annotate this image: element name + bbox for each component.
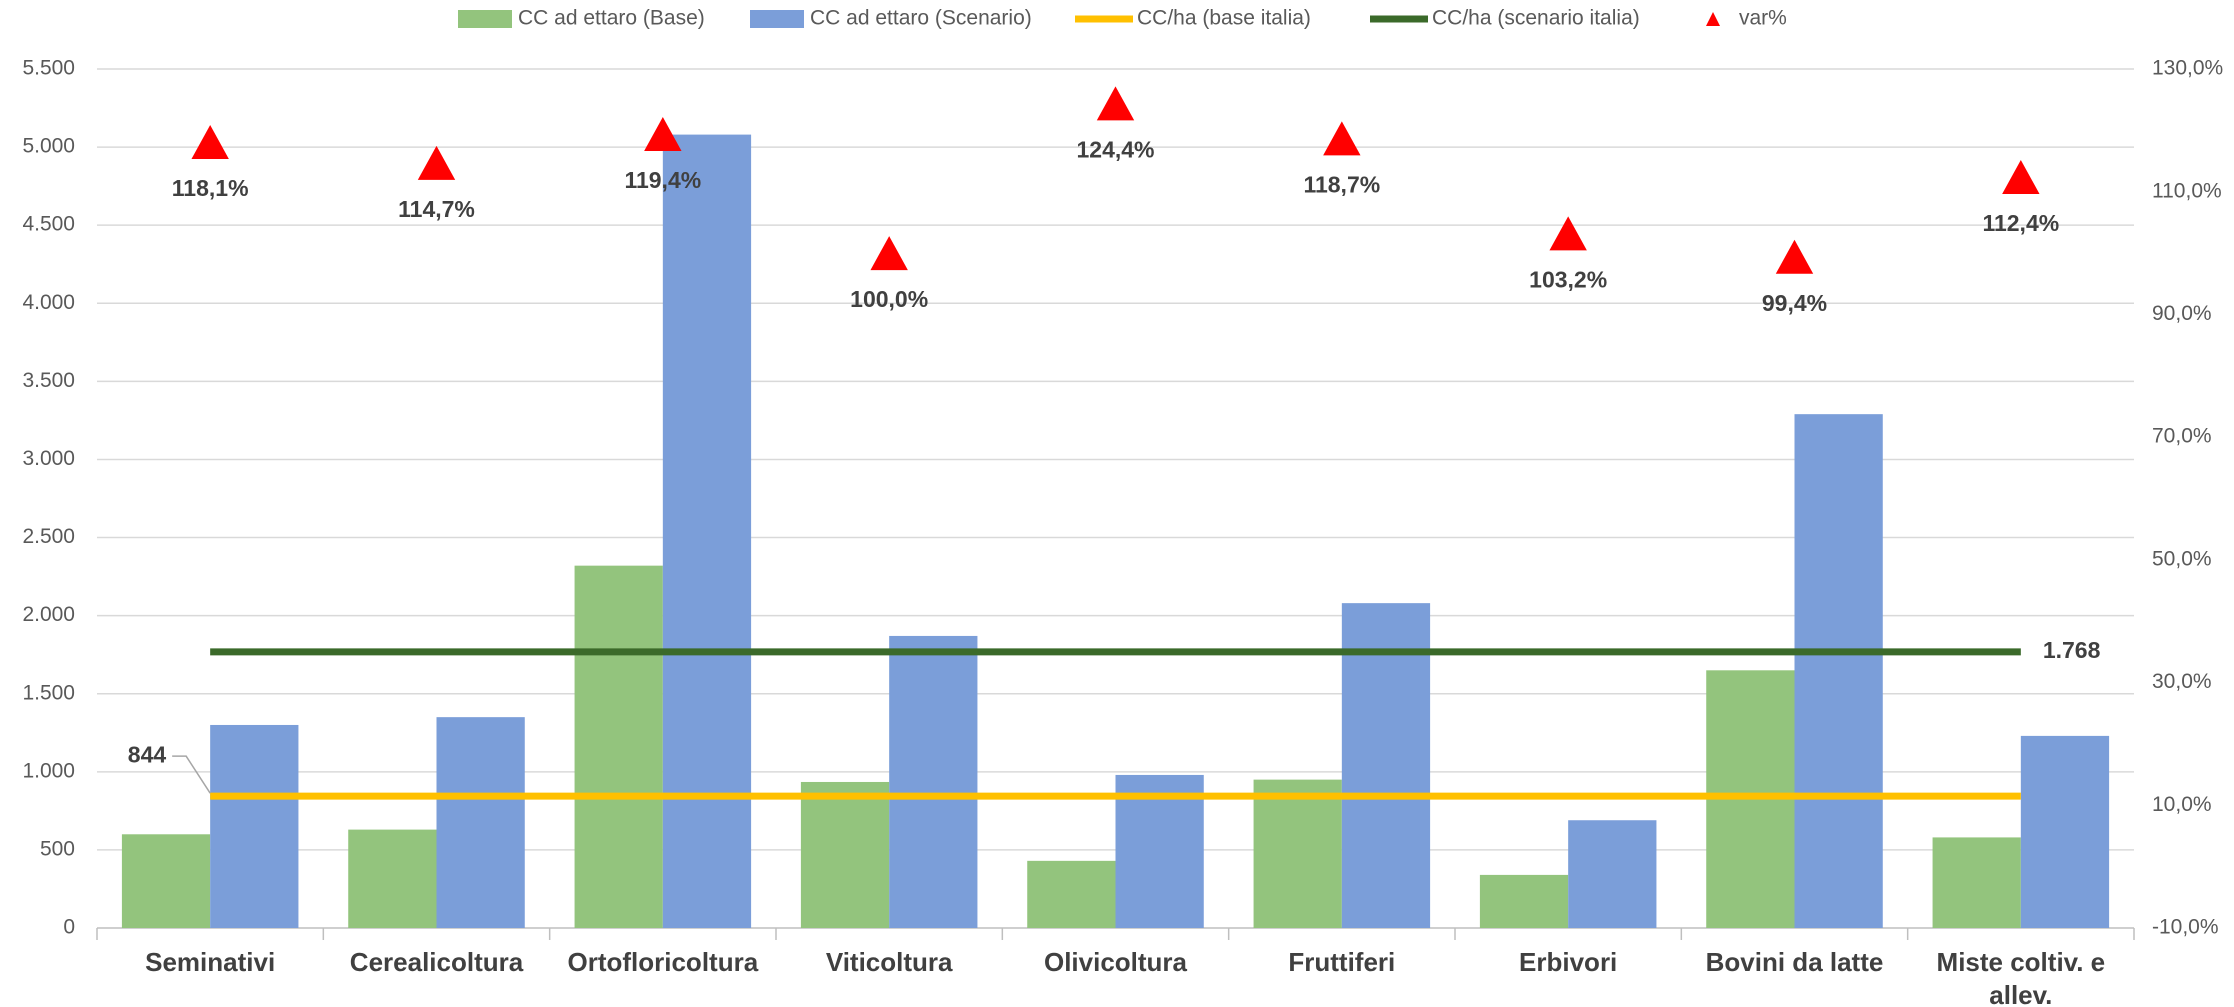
data-label: 112,4%: [1982, 210, 2059, 236]
x-tick-label-line: allev.: [1989, 980, 2052, 1007]
x-tick-label: Erbivori: [1519, 947, 1617, 977]
legend-swatch: [458, 10, 512, 28]
bar: [1568, 820, 1657, 928]
y2-tick-label: 10,0%: [2152, 793, 2212, 816]
bar: [1479, 874, 1569, 928]
y-tick-label: 2.000: [22, 603, 75, 626]
y-tick-label: 4.500: [22, 213, 75, 236]
y-tick-label: 2.500: [22, 525, 75, 548]
y-tick-label: 4.000: [22, 291, 75, 314]
triangle-marker: [417, 145, 456, 180]
x-tick-label: Seminativi: [145, 947, 275, 977]
triangle-marker: [1323, 121, 1361, 156]
bar: [662, 134, 752, 928]
bar: [436, 717, 525, 928]
triangle-marker: [191, 125, 229, 160]
legend-swatch: [750, 10, 804, 28]
triangle-marker: [1096, 86, 1135, 121]
x-tick-label-line: Miste coltiv. e: [1937, 947, 2106, 977]
y-tick-label: 500: [40, 837, 75, 860]
bar: [889, 635, 978, 928]
y2-tick-label: 30,0%: [2152, 670, 2212, 693]
triangle-marker: [1775, 239, 1814, 274]
triangle-marker: [2002, 159, 2040, 194]
legend-label: CC/ha (scenario italia): [1432, 7, 1640, 30]
line-value-label: 844: [128, 741, 167, 767]
data-label: 103,2%: [1529, 267, 1607, 293]
y2-tick-label: 50,0%: [2152, 547, 2212, 570]
bar: [1341, 603, 1431, 928]
bar: [210, 724, 299, 928]
data-label: 114,7%: [398, 196, 475, 222]
x-tick-label: Fruttiferi: [1288, 947, 1395, 977]
x-tick-label: Bovini da latte: [1706, 947, 1884, 977]
bar: [1027, 860, 1116, 928]
bar: [1115, 774, 1204, 928]
legend-label: CC/ha (base italia): [1137, 7, 1311, 30]
y2-tick-label: 130,0%: [2152, 57, 2223, 80]
y2-tick-label: 70,0%: [2152, 425, 2212, 448]
y-tick-label: 1.000: [22, 759, 75, 782]
bar: [1253, 779, 1342, 928]
y-tick-label: 1.500: [22, 681, 75, 704]
y2-tick-label: -10,0%: [2152, 916, 2219, 939]
x-tick-label: Olivicoltura: [1044, 947, 1188, 977]
data-label: 118,7%: [1303, 171, 1380, 197]
x-tick-label: Miste coltiv. e allev.: [1937, 947, 2106, 1007]
bar: [348, 829, 437, 928]
x-tick-label: Cerealicoltura: [350, 947, 524, 977]
data-label: 118,1%: [172, 175, 249, 201]
y-tick-label: 5.500: [22, 57, 75, 80]
bar: [2020, 735, 2110, 928]
y-tick-label: 0: [63, 916, 75, 939]
x-tick-label: Viticoltura: [826, 947, 953, 977]
data-label: 119,4%: [624, 167, 701, 193]
y2-tick-label: 90,0%: [2152, 302, 2212, 325]
x-tick-label: Ortofloricoltura: [567, 947, 758, 977]
bar: [800, 781, 890, 928]
data-label: 100,0%: [850, 286, 928, 312]
leader-line: [172, 755, 211, 794]
bar: [121, 834, 211, 928]
data-label: 99,4%: [1762, 290, 1827, 316]
y-tick-label: 5.000: [22, 135, 75, 158]
data-label: 124,4%: [1076, 136, 1154, 162]
line-value-label: 1.768: [2043, 637, 2101, 663]
triangle-marker: [644, 117, 682, 152]
legend-label: var%: [1739, 7, 1787, 30]
y2-tick-label: 110,0%: [2152, 179, 2222, 202]
triangle-marker: [1549, 216, 1587, 251]
bar: [1932, 837, 2021, 928]
legend-label: CC ad ettaro (Scenario): [810, 7, 1032, 30]
triangle-marker: [870, 236, 908, 271]
bar: [1794, 414, 1883, 928]
bar: [574, 565, 663, 928]
legend-swatch: [1706, 12, 1720, 26]
legend-label: CC ad ettaro (Base): [518, 7, 705, 30]
y-tick-label: 3.000: [22, 447, 75, 470]
y-tick-label: 3.500: [22, 369, 75, 392]
